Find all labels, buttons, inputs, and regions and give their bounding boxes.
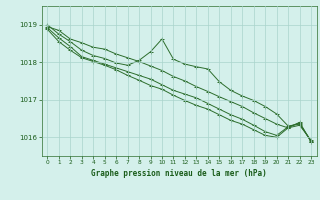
- X-axis label: Graphe pression niveau de la mer (hPa): Graphe pression niveau de la mer (hPa): [91, 169, 267, 178]
